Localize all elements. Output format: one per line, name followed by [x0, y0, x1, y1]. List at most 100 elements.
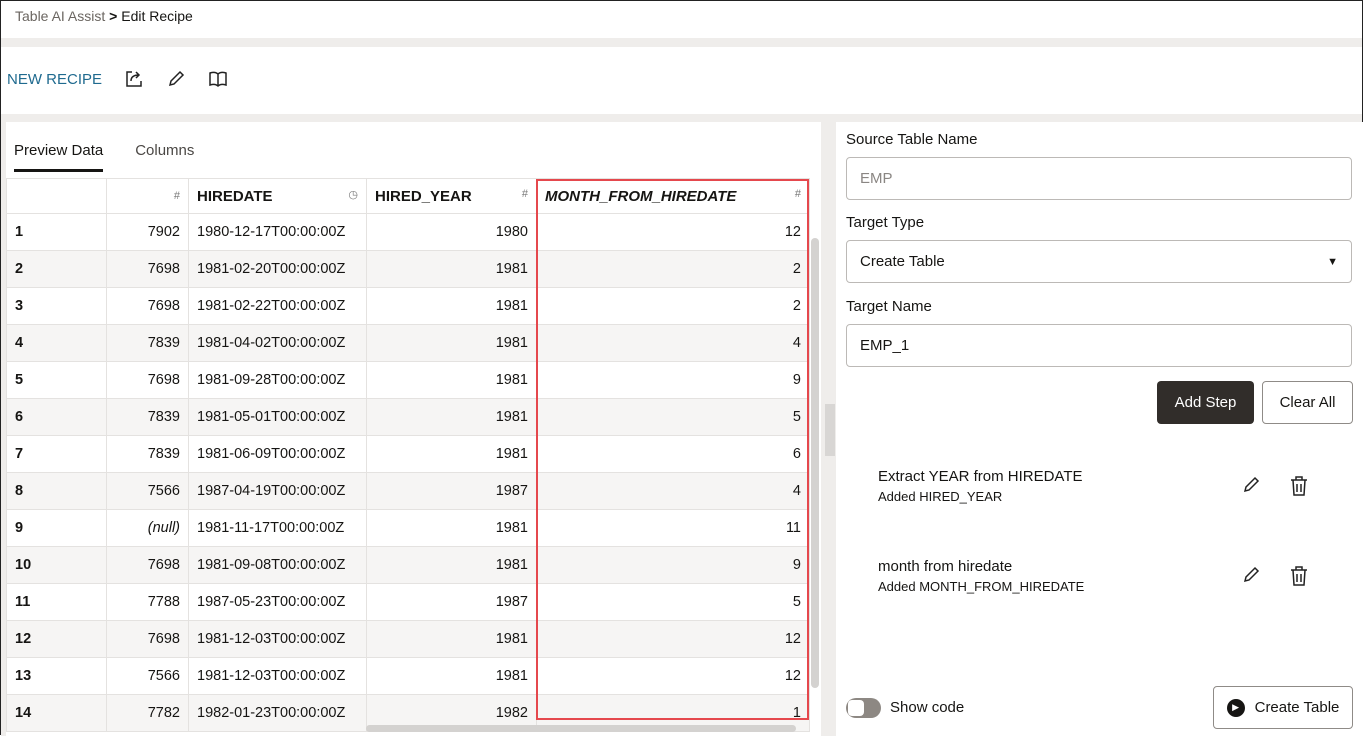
table-row[interactable]: 12 7698 1981-12-03T00:00:00Z 1981 12 — [6, 620, 810, 658]
table-row[interactable]: 1 7902 1980-12-17T00:00:00Z 1980 12 — [6, 213, 810, 251]
column-header-empno[interactable]: # — [106, 178, 189, 214]
pencil-icon[interactable] — [1242, 566, 1260, 589]
cell-hiredate[interactable]: 1981-11-17T00:00:00Z — [188, 509, 367, 547]
create-table-button[interactable]: ▶ Create Table — [1213, 686, 1353, 729]
cell-empno[interactable]: 7782 — [106, 694, 189, 732]
row-number[interactable]: 2 — [6, 250, 107, 288]
cell-month-from-hiredate[interactable]: 4 — [536, 324, 810, 362]
row-number[interactable]: 14 — [6, 694, 107, 732]
row-number[interactable]: 10 — [6, 546, 107, 584]
cell-hired-year[interactable]: 1981 — [366, 546, 537, 584]
cell-empno[interactable]: 7839 — [106, 398, 189, 436]
cell-empno[interactable]: 7698 — [106, 361, 189, 399]
cell-month-from-hiredate[interactable]: 11 — [536, 509, 810, 547]
table-row[interactable]: 2 7698 1981-02-20T00:00:00Z 1981 2 — [6, 250, 810, 288]
cell-hiredate[interactable]: 1981-04-02T00:00:00Z — [188, 324, 367, 362]
table-row[interactable]: 7 7839 1981-06-09T00:00:00Z 1981 6 — [6, 435, 810, 473]
vertical-scrollbar[interactable] — [811, 238, 819, 688]
table-row[interactable]: 8 7566 1987-04-19T00:00:00Z 1987 4 — [6, 472, 810, 510]
row-number[interactable]: 11 — [6, 583, 107, 621]
cell-empno[interactable]: 7566 — [106, 657, 189, 695]
share-icon[interactable] — [124, 69, 144, 89]
cell-hired-year[interactable]: 1981 — [366, 361, 537, 399]
row-number[interactable]: 5 — [6, 361, 107, 399]
cell-hired-year[interactable]: 1981 — [366, 657, 537, 695]
row-number[interactable]: 6 — [6, 398, 107, 436]
cell-hiredate[interactable]: 1981-12-03T00:00:00Z — [188, 657, 367, 695]
cell-hired-year[interactable]: 1980 — [366, 213, 537, 251]
cell-hiredate[interactable]: 1981-05-01T00:00:00Z — [188, 398, 367, 436]
cell-hiredate[interactable]: 1981-12-03T00:00:00Z — [188, 620, 367, 658]
cell-hiredate[interactable]: 1987-05-23T00:00:00Z — [188, 583, 367, 621]
column-header-hiredate[interactable]: HIREDATE ◷ — [188, 178, 367, 214]
cell-month-from-hiredate[interactable]: 12 — [536, 620, 810, 658]
cell-month-from-hiredate[interactable]: 12 — [536, 657, 810, 695]
cell-hired-year[interactable]: 1987 — [366, 472, 537, 510]
cell-month-from-hiredate[interactable]: 9 — [536, 546, 810, 584]
table-row[interactable]: 10 7698 1981-09-08T00:00:00Z 1981 9 — [6, 546, 810, 584]
target-type-select[interactable]: Create Table ▼ — [846, 240, 1352, 283]
table-row[interactable]: 4 7839 1981-04-02T00:00:00Z 1981 4 — [6, 324, 810, 362]
table-row[interactable]: 13 7566 1981-12-03T00:00:00Z 1981 12 — [6, 657, 810, 695]
cell-hiredate[interactable]: 1987-04-19T00:00:00Z — [188, 472, 367, 510]
trash-icon[interactable] — [1290, 566, 1308, 591]
cell-empno[interactable]: 7698 — [106, 250, 189, 288]
cell-hired-year[interactable]: 1981 — [366, 287, 537, 325]
cell-hired-year[interactable]: 1981 — [366, 250, 537, 288]
row-number[interactable]: 4 — [6, 324, 107, 362]
source-table-input[interactable]: EMP — [846, 157, 1352, 200]
cell-empno[interactable]: 7788 — [106, 583, 189, 621]
cell-hired-year[interactable]: 1981 — [366, 620, 537, 658]
horizontal-scrollbar[interactable] — [366, 725, 796, 732]
cell-hired-year[interactable]: 1981 — [366, 435, 537, 473]
cell-month-from-hiredate[interactable]: 12 — [536, 213, 810, 251]
cell-hiredate[interactable]: 1981-02-22T00:00:00Z — [188, 287, 367, 325]
panel-splitter[interactable] — [825, 404, 835, 456]
cell-empno[interactable]: 7902 — [106, 213, 189, 251]
cell-empno[interactable]: 7839 — [106, 435, 189, 473]
row-number[interactable]: 7 — [6, 435, 107, 473]
row-number[interactable]: 12 — [6, 620, 107, 658]
table-row[interactable]: 9 (null) 1981-11-17T00:00:00Z 1981 11 — [6, 509, 810, 547]
cell-month-from-hiredate[interactable]: 6 — [536, 435, 810, 473]
cell-month-from-hiredate[interactable]: 2 — [536, 250, 810, 288]
cell-hiredate[interactable]: 1981-09-28T00:00:00Z — [188, 361, 367, 399]
cell-hired-year[interactable]: 1981 — [366, 324, 537, 362]
cell-empno[interactable]: 7698 — [106, 287, 189, 325]
cell-hired-year[interactable]: 1981 — [366, 398, 537, 436]
add-step-button[interactable]: Add Step — [1157, 381, 1254, 424]
trash-icon[interactable] — [1290, 476, 1308, 501]
row-number[interactable]: 1 — [6, 213, 107, 251]
cell-month-from-hiredate[interactable]: 2 — [536, 287, 810, 325]
recipe-step[interactable]: month from hiredate Added MONTH_FROM_HIRE… — [878, 558, 1084, 594]
breadcrumb-parent[interactable]: Table AI Assist — [15, 8, 106, 24]
cell-month-from-hiredate[interactable]: 9 — [536, 361, 810, 399]
column-header-month-from-hiredate[interactable]: MONTH_FROM_HIREDATE # — [536, 178, 810, 214]
cell-hiredate[interactable]: 1981-02-20T00:00:00Z — [188, 250, 367, 288]
row-number[interactable]: 3 — [6, 287, 107, 325]
cell-hired-year[interactable]: 1981 — [366, 509, 537, 547]
cell-month-from-hiredate[interactable]: 5 — [536, 398, 810, 436]
clear-all-button[interactable]: Clear All — [1262, 381, 1353, 424]
table-row[interactable]: 6 7839 1981-05-01T00:00:00Z 1981 5 — [6, 398, 810, 436]
show-code-toggle[interactable] — [846, 698, 881, 718]
cell-hiredate[interactable]: 1981-06-09T00:00:00Z — [188, 435, 367, 473]
book-icon[interactable] — [208, 69, 228, 89]
cell-month-from-hiredate[interactable]: 5 — [536, 583, 810, 621]
row-number[interactable]: 8 — [6, 472, 107, 510]
pencil-icon[interactable] — [166, 69, 186, 89]
table-row[interactable]: 5 7698 1981-09-28T00:00:00Z 1981 9 — [6, 361, 810, 399]
target-name-input[interactable]: EMP_1 — [846, 324, 1352, 367]
cell-hiredate[interactable]: 1981-09-08T00:00:00Z — [188, 546, 367, 584]
tab-preview-data[interactable]: Preview Data — [14, 142, 104, 172]
cell-empno[interactable]: 7566 — [106, 472, 189, 510]
row-number[interactable]: 9 — [6, 509, 107, 547]
table-row[interactable]: 11 7788 1987-05-23T00:00:00Z 1987 5 — [6, 583, 810, 621]
cell-empno[interactable]: 7698 — [106, 546, 189, 584]
recipe-step[interactable]: Extract YEAR from HIREDATE Added HIRED_YE… — [878, 468, 1083, 504]
cell-hired-year[interactable]: 1987 — [366, 583, 537, 621]
cell-empno[interactable]: 7698 — [106, 620, 189, 658]
column-header-hired-year[interactable]: HIRED_YEAR # — [366, 178, 537, 214]
cell-month-from-hiredate[interactable]: 4 — [536, 472, 810, 510]
tab-columns[interactable]: Columns — [135, 142, 195, 159]
